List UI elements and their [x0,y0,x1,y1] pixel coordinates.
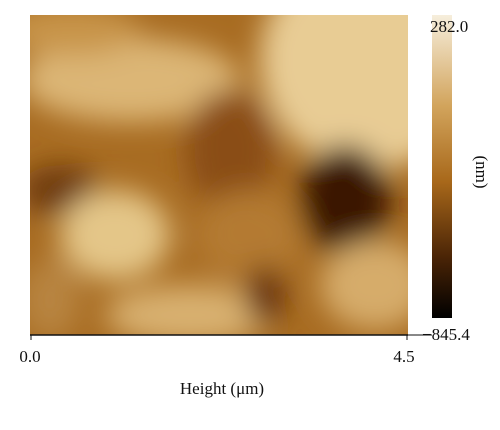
x-tick-label: 4.5 [393,347,414,366]
x-tick-label: 0.0 [19,347,40,366]
colorbar-min: −845.4 [422,325,470,344]
afm-image [30,15,408,335]
x-axis-label: Height (μm) [180,379,264,398]
colorbar [432,15,452,318]
colorbar-unit: (nm) [472,155,491,188]
colorbar-max: 282.0 [430,17,468,36]
